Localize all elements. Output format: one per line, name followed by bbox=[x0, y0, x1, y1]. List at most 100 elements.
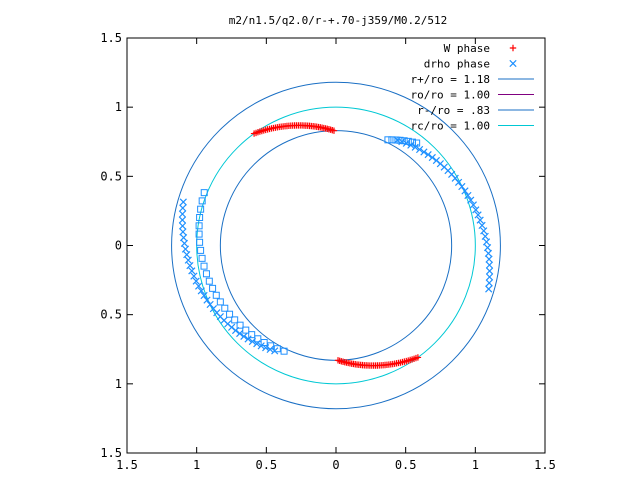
legend-label-3: ro/ro = 1.00 bbox=[411, 89, 490, 102]
marker-2-1-16 bbox=[200, 262, 208, 270]
marker-1-0-5 bbox=[415, 145, 424, 154]
marker-1-1-18 bbox=[200, 291, 208, 300]
marker-1-1-28 bbox=[180, 239, 189, 248]
x-tick-label-3: 0 bbox=[332, 458, 339, 472]
legend-label-0: W phase bbox=[444, 42, 490, 55]
marker-layer bbox=[178, 122, 494, 369]
marker-2-1-23 bbox=[197, 205, 205, 213]
marker-0-1-43 bbox=[414, 354, 422, 361]
marker-2-1-20 bbox=[195, 230, 203, 238]
marker-1-1-19 bbox=[197, 287, 205, 295]
marker-1-0-8 bbox=[428, 153, 436, 162]
circle-0 bbox=[171, 81, 501, 410]
legend-swatch-1 bbox=[509, 59, 517, 68]
x-tick-label-4: 0.5 bbox=[395, 458, 417, 472]
chart-title: m2/n1.5/q2.0/r-+.70-j359/M0.2/512 bbox=[229, 14, 448, 27]
y-tick-label-0: 1.5 bbox=[100, 31, 122, 45]
marker-2-1-3 bbox=[260, 339, 268, 347]
legend-swatch-0 bbox=[509, 44, 517, 52]
marker-1-1-27 bbox=[181, 245, 190, 253]
marker-1-0-17 bbox=[461, 187, 469, 195]
legend-label-1: drho phase bbox=[424, 58, 490, 71]
series-0 bbox=[250, 122, 422, 369]
legend-label-4: r-/ro = .83 bbox=[417, 104, 490, 117]
marker-1-1-34 bbox=[179, 204, 187, 212]
marker-1-1-26 bbox=[183, 251, 191, 259]
marker-1-0-35 bbox=[485, 285, 493, 293]
marker-1-0-29 bbox=[484, 249, 493, 257]
marker-1-0-33 bbox=[485, 273, 494, 281]
marker-2-1-5 bbox=[248, 331, 256, 339]
marker-2-0-6 bbox=[408, 138, 416, 146]
y-tick-label-6: 1.5 bbox=[100, 446, 122, 460]
marker-1-0-18 bbox=[464, 191, 472, 200]
x-tick-label-1: 1 bbox=[193, 458, 200, 472]
circle-1 bbox=[196, 106, 476, 385]
marker-1-0-25 bbox=[480, 227, 488, 235]
marker-1-1-32 bbox=[178, 216, 187, 224]
marker-1-1-33 bbox=[178, 210, 187, 218]
marker-1-0-22 bbox=[474, 211, 482, 219]
x-tick-label-0: 1.5 bbox=[116, 458, 138, 472]
y-tick-label-5: 1 bbox=[115, 377, 122, 391]
marker-1-0-15 bbox=[454, 178, 463, 186]
marker-1-1-24 bbox=[186, 261, 194, 270]
marker-2-1-25 bbox=[200, 189, 208, 197]
marker-1-0-31 bbox=[485, 261, 494, 269]
marker-1-1-23 bbox=[188, 267, 196, 275]
marker-1-0-7 bbox=[424, 151, 432, 159]
marker-1-0-16 bbox=[458, 182, 466, 191]
marker-2-1-18 bbox=[197, 246, 205, 254]
marker-2-1-8 bbox=[231, 316, 239, 324]
marker-1-0-32 bbox=[485, 267, 494, 275]
marker-1-0-21 bbox=[472, 206, 480, 214]
marker-1-1-29 bbox=[179, 234, 188, 242]
marker-2-1-15 bbox=[202, 270, 210, 278]
marker-1-0-34 bbox=[485, 279, 493, 287]
marker-2-1-17 bbox=[198, 254, 206, 262]
marker-2-1-13 bbox=[209, 284, 217, 292]
x-tick-label-2: 0.5 bbox=[255, 458, 277, 472]
marker-0-0-43 bbox=[250, 130, 258, 137]
marker-1-0-30 bbox=[485, 255, 493, 263]
y-tick-label-1: 1 bbox=[115, 100, 122, 114]
marker-1-1-30 bbox=[179, 228, 187, 236]
marker-2-1-0 bbox=[280, 347, 288, 355]
y-tick-label-3: 0 bbox=[115, 239, 122, 253]
marker-2-0-2 bbox=[392, 136, 400, 144]
marker-2-0-0 bbox=[384, 136, 392, 144]
marker-2-0-1 bbox=[388, 136, 396, 144]
series-1 bbox=[178, 136, 494, 355]
marker-2-0-7 bbox=[413, 139, 421, 147]
marker-1-1-20 bbox=[195, 282, 203, 290]
marker-1-0-23 bbox=[476, 216, 484, 224]
series-2 bbox=[195, 136, 421, 355]
y-tick-label-2: 0.5 bbox=[100, 169, 122, 183]
marker-2-1-1 bbox=[273, 345, 281, 353]
marker-1-0-20 bbox=[469, 201, 477, 209]
marker-1-0-26 bbox=[481, 232, 489, 240]
marker-2-0-3 bbox=[396, 136, 404, 144]
marker-1-1-16 bbox=[206, 300, 214, 309]
marker-2-1-12 bbox=[212, 291, 220, 299]
marker-1-0-24 bbox=[478, 221, 486, 230]
marker-2-1-24 bbox=[198, 197, 206, 205]
marker-1-0-27 bbox=[482, 238, 491, 246]
marker-1-1-31 bbox=[178, 222, 187, 230]
marker-2-1-9 bbox=[226, 310, 234, 318]
legend-label-2: r+/ro = 1.18 bbox=[411, 73, 490, 86]
marker-2-1-6 bbox=[242, 326, 250, 334]
marker-1-1-21 bbox=[192, 277, 200, 285]
marker-1-0-6 bbox=[420, 148, 428, 156]
marker-1-1-15 bbox=[209, 305, 218, 313]
marker-2-1-21 bbox=[195, 222, 203, 230]
x-tick-label-5: 1 bbox=[472, 458, 479, 472]
marker-2-1-10 bbox=[221, 304, 229, 312]
marker-2-0-4 bbox=[400, 137, 408, 145]
circle-2 bbox=[219, 130, 453, 361]
marker-2-1-4 bbox=[254, 335, 262, 343]
marker-1-1-7 bbox=[240, 332, 248, 340]
marker-2-1-19 bbox=[196, 238, 204, 246]
marker-1-1-25 bbox=[184, 256, 192, 264]
